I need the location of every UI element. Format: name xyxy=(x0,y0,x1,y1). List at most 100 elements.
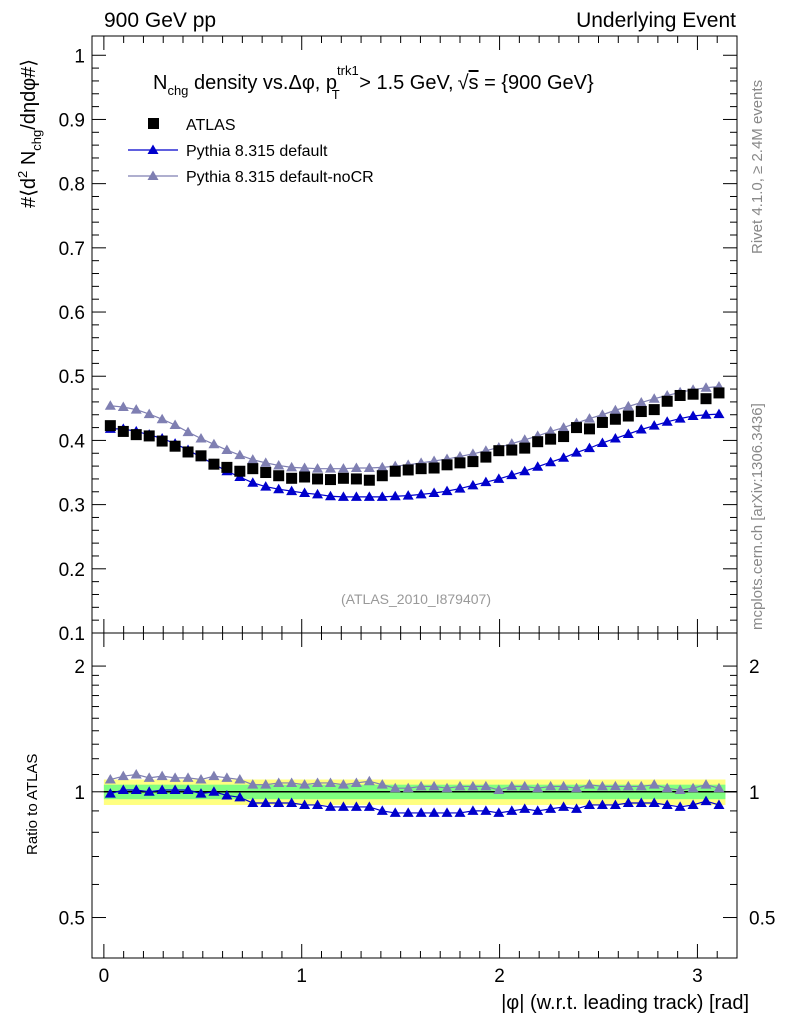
point-atlas xyxy=(622,410,634,422)
point-noCR xyxy=(182,426,194,437)
ratio-point-noCR xyxy=(596,780,608,791)
point-noCR xyxy=(350,462,362,473)
point-default xyxy=(260,481,272,491)
ratio-point-default xyxy=(558,801,570,811)
ratio-point-default xyxy=(648,797,660,808)
main-ytick-label: 1 xyxy=(74,46,85,67)
ratio-point-default xyxy=(596,799,608,809)
point-atlas xyxy=(117,425,129,437)
ratio-panel: 0.5 0.5 1 1 2 2 0 1 2 3 Ratio to ATLAS |φ| (w.r.… xyxy=(24,632,775,1014)
point-atlas xyxy=(415,463,427,475)
main-frame xyxy=(91,35,738,634)
point-noCR xyxy=(299,462,311,473)
ratio-point-noCR xyxy=(156,770,168,781)
ratio-point-default xyxy=(635,797,647,808)
x-tick-label: 0 xyxy=(99,966,110,987)
ratio-point-noCR xyxy=(312,777,324,787)
point-noCR xyxy=(324,463,336,473)
legend-nocr-marker xyxy=(147,170,159,180)
legend-default-label: Pythia 8.315 default xyxy=(186,143,328,160)
point-default xyxy=(286,485,298,496)
point-noCR xyxy=(104,400,116,410)
ratio-point-default xyxy=(286,797,298,808)
ratio-point-noCR xyxy=(363,775,375,786)
ratio-ytick-label: 1 xyxy=(74,783,85,804)
ratio-point-noCR xyxy=(143,772,155,782)
ratio-point-noCR xyxy=(337,779,349,789)
point-default xyxy=(415,488,427,499)
ratio-point-noCR xyxy=(130,769,142,779)
point-noCR xyxy=(583,413,595,423)
ratio-point-noCR xyxy=(169,772,181,782)
ratio-point-noCR xyxy=(260,779,272,789)
point-default xyxy=(441,485,453,496)
legend: ATLAS Pythia 8.315 default Pythia 8.315 … xyxy=(128,117,374,186)
point-atlas xyxy=(571,422,583,434)
point-default xyxy=(674,413,686,423)
point-atlas xyxy=(273,470,285,482)
ratio-point-noCR xyxy=(571,782,583,793)
point-default xyxy=(337,491,349,501)
point-noCR xyxy=(363,462,375,473)
point-default xyxy=(713,408,725,419)
point-noCR xyxy=(195,432,207,443)
ratio-point-default xyxy=(182,784,194,794)
ratio-point-default xyxy=(480,805,492,815)
point-default xyxy=(363,491,375,501)
point-noCR xyxy=(169,419,181,430)
ratio-point-noCR xyxy=(389,782,401,793)
point-noCR xyxy=(635,397,647,407)
ratio-point-noCR xyxy=(208,770,220,781)
ratio-point-default xyxy=(674,801,686,811)
ratio-ytick-label-right: 2 xyxy=(749,657,760,678)
point-default xyxy=(532,461,544,471)
point-default xyxy=(376,491,388,501)
point-noCR xyxy=(609,404,621,415)
point-default xyxy=(467,479,479,490)
point-default xyxy=(609,432,621,443)
point-default xyxy=(428,487,440,498)
point-default xyxy=(583,442,595,453)
point-atlas xyxy=(221,461,233,473)
point-atlas xyxy=(260,467,272,479)
point-atlas xyxy=(363,474,375,486)
ratio-point-noCR xyxy=(273,777,285,787)
ratio-point-noCR xyxy=(428,780,440,791)
ratio-point-default xyxy=(273,797,285,808)
ratio-point-noCR xyxy=(519,780,531,791)
point-atlas xyxy=(376,470,388,482)
ratio-point-default xyxy=(312,799,324,809)
ratio-point-default xyxy=(117,784,129,794)
ratio-point-default xyxy=(687,799,699,809)
point-noCR xyxy=(130,404,142,414)
ratio-point-default xyxy=(493,807,505,817)
ratio-point-noCR xyxy=(402,782,414,793)
point-atlas xyxy=(195,450,207,462)
point-noCR xyxy=(286,461,298,472)
main-panel: 0.1 0.2 0.3 0.4 0.5 0.6 0.7 0.8 0.9 1 (ATLAS_2010… xyxy=(15,35,738,645)
point-noCR xyxy=(234,449,246,460)
ratio-point-noCR xyxy=(532,782,544,793)
ratio-point-default xyxy=(519,803,531,813)
ratio-point-noCR xyxy=(558,780,570,791)
ratio-point-noCR xyxy=(324,777,336,787)
point-atlas xyxy=(700,393,712,405)
main-watermark: (ATLAS_2010_I879407) xyxy=(341,591,491,607)
point-atlas xyxy=(324,474,336,486)
ratio-ytick-label: 0.5 xyxy=(59,909,85,930)
ratio-point-noCR xyxy=(648,779,660,789)
x-tick-label: 2 xyxy=(494,966,505,987)
ratio-point-noCR xyxy=(661,782,673,793)
point-noCR xyxy=(700,382,712,392)
ratio-point-default xyxy=(441,807,453,817)
mcplots-label: mcplots.cern.ch [arXiv:1306.3436] xyxy=(749,403,766,630)
ratio-point-default xyxy=(415,807,427,817)
point-atlas xyxy=(104,420,116,432)
point-atlas xyxy=(402,464,414,476)
main-ytick-label: 0.3 xyxy=(59,496,85,517)
point-noCR xyxy=(221,444,233,455)
ratio-point-default xyxy=(143,786,155,796)
ratio-point-default xyxy=(247,797,259,808)
point-noCR xyxy=(156,413,168,424)
